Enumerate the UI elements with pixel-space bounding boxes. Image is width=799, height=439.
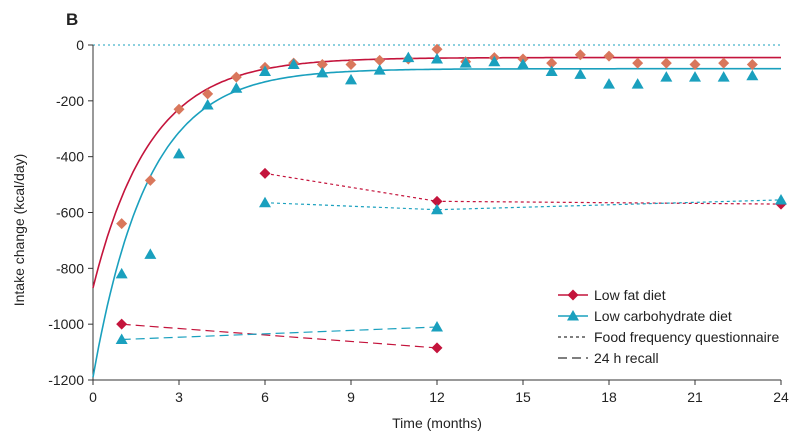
y-tick-label: 0 <box>76 37 84 53</box>
low-carb-monthly-point <box>631 78 644 89</box>
legend-diamond-marker <box>567 289 579 301</box>
low-fat-monthly-point <box>632 57 644 69</box>
y-tick-label: -600 <box>56 205 84 221</box>
low-carb-recall-line <box>121 326 438 341</box>
low-fat-monthly-point <box>144 174 156 186</box>
x-tick-label: 0 <box>89 389 97 405</box>
x-tick-label: 18 <box>601 389 617 405</box>
low-fat-ffq-line <box>264 172 782 205</box>
low-carb-monthly-point <box>717 71 730 82</box>
y-tick-label: -200 <box>56 93 84 109</box>
low-fat-fit-curve <box>92 56 781 289</box>
low-carb-ffq-point <box>775 193 787 205</box>
low-fat-monthly-point <box>660 57 672 69</box>
low-carb-monthly-point <box>230 82 243 93</box>
low-fat-monthly-point <box>345 59 357 71</box>
low-carb-ffq-point <box>431 203 443 215</box>
low-carb-monthly-point <box>545 65 558 77</box>
low-carb-monthly-point <box>431 52 443 64</box>
y-tick-label: -1000 <box>48 316 84 332</box>
low-fat-recall-point <box>116 318 128 330</box>
low-fat-monthly-point <box>689 59 701 71</box>
low-carb-monthly-point <box>173 147 185 159</box>
low-fat-monthly-point <box>431 43 443 55</box>
low-carb-monthly-point <box>373 64 386 75</box>
low-fat-ffq-point <box>259 167 271 179</box>
legend-label: 24 h recall <box>594 350 659 366</box>
x-tick-label: 24 <box>773 389 789 405</box>
low-carb-monthly-point <box>746 69 759 81</box>
legend-label: Low fat diet <box>594 287 666 303</box>
x-axis-title: Time (months) <box>392 415 482 431</box>
low-carb-monthly-point <box>144 248 157 259</box>
low-carb-monthly-point <box>345 73 357 85</box>
low-fat-monthly-point <box>116 218 128 230</box>
x-tick-label: 21 <box>687 389 703 405</box>
low-fat-monthly-point <box>603 50 615 62</box>
low-carb-monthly-point <box>201 99 214 110</box>
low-fat-monthly-point <box>374 54 386 66</box>
low-carb-monthly-point <box>115 267 128 279</box>
y-tick-label: -1200 <box>48 372 84 388</box>
y-axis-title: Intake change (kcal/day) <box>11 154 27 307</box>
low-fat-ffq-point <box>431 195 443 207</box>
x-tick-label: 15 <box>515 389 531 405</box>
legend-label: Food frequency questionnaire <box>594 329 779 345</box>
low-carb-ffq-line <box>264 199 782 211</box>
low-fat-recall-line <box>121 323 438 349</box>
panel-label: B <box>66 10 78 29</box>
low-carb-monthly-point <box>259 65 271 77</box>
low-fat-monthly-point <box>173 103 185 115</box>
low-fat-monthly-point <box>718 57 730 69</box>
low-fat-monthly-point <box>574 49 586 61</box>
low-carb-monthly-point <box>402 51 415 63</box>
legend-label: Low carbohydrate diet <box>594 308 732 324</box>
low-carb-monthly-point <box>574 68 587 79</box>
low-carb-monthly-point <box>689 71 701 82</box>
low-fat-monthly-point <box>746 59 758 71</box>
x-tick-label: 12 <box>429 389 445 405</box>
y-tick-label: -800 <box>56 260 84 276</box>
low-carb-monthly-point <box>287 58 300 70</box>
low-carb-monthly-point <box>603 78 615 89</box>
low-fat-monthly-point <box>316 59 328 71</box>
legend: Low fat diet Low carbohydrate diet Food fr… <box>558 287 779 366</box>
low-fat-monthly-point <box>230 71 242 83</box>
y-tick-label: -400 <box>56 149 84 165</box>
legend-triangle-marker <box>567 310 579 321</box>
low-carb-monthly-point <box>459 57 472 68</box>
low-fat-monthly-point <box>546 57 558 69</box>
low-carb-monthly-point <box>488 55 501 67</box>
low-fat-monthly-point <box>202 88 214 100</box>
low-carb-monthly-point <box>660 71 673 82</box>
x-tick-label: 6 <box>261 389 269 405</box>
low-carb-ffq-point <box>259 196 271 208</box>
low-carb-recall-point <box>431 320 443 332</box>
low-fat-recall-point <box>431 342 443 354</box>
low-carb-monthly-point <box>517 58 529 70</box>
x-tick-label: 3 <box>175 389 183 405</box>
plot-area: 0 -200 -400 -600 -800 -1000 -1200 0 3 6 9 12 15 18 21 2… <box>48 37 789 405</box>
x-tick-label: 9 <box>347 389 355 405</box>
low-carb-recall-point <box>115 333 128 345</box>
low-carb-monthly-point <box>316 66 329 78</box>
